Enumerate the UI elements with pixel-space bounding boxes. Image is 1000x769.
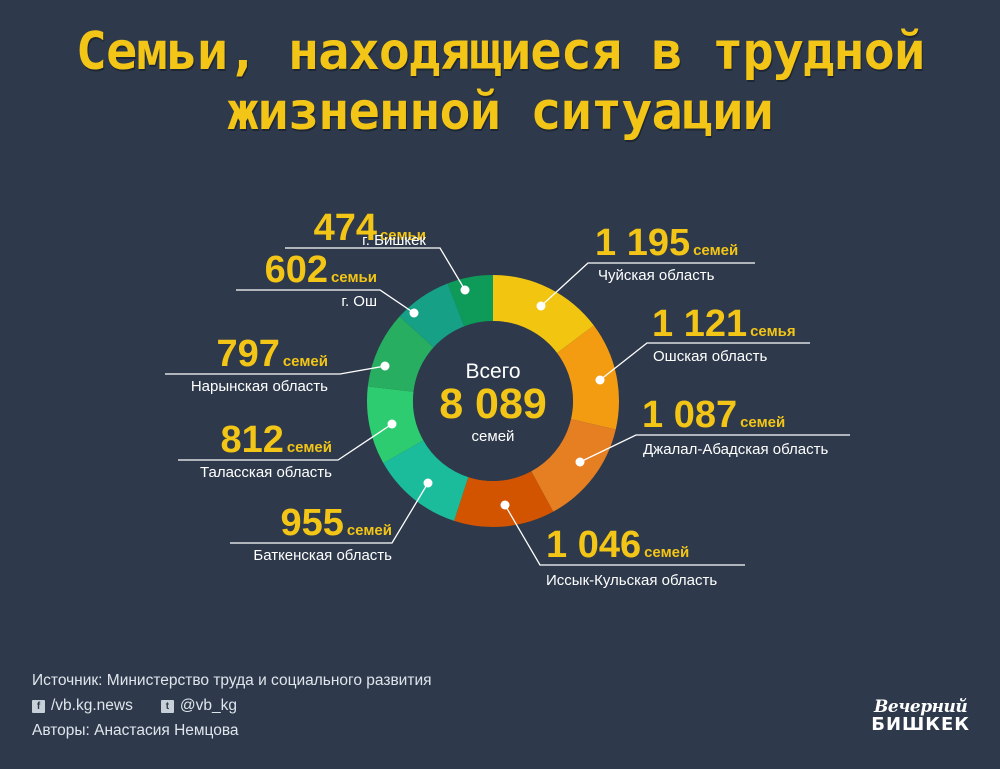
leader-dot [460, 285, 470, 295]
leader-line [579, 434, 850, 463]
authors-note: Авторы: Анастасия Немцова [32, 722, 239, 739]
leader-dot [387, 419, 397, 429]
data-label-unit: семей [347, 522, 392, 539]
donut-hole [413, 321, 573, 481]
data-label: 797 семей [216, 333, 328, 375]
logo-line-2: БИШКЕК [871, 714, 970, 735]
donut-slice [447, 275, 493, 327]
social-links: f /vb.kg.news t @vb_kg [32, 697, 237, 715]
leader-line [230, 482, 429, 544]
data-label-value: 602 [265, 249, 328, 291]
region-label: Нарынская область [191, 378, 328, 395]
leader-dot [500, 500, 510, 510]
donut-slice [367, 316, 434, 392]
logo: Вечерний БИШКЕК [871, 697, 970, 735]
donut-slice [399, 283, 465, 348]
title-line-2: жизненной ситуации [227, 82, 774, 142]
page-title: Семьи, находящиеся в трудной жизненной с… [0, 22, 1000, 142]
leader-dot [595, 375, 605, 385]
data-label-unit: семьи [380, 227, 426, 244]
data-label-unit: семья [750, 323, 796, 340]
leader-line [504, 504, 745, 566]
data-label-value: 797 [216, 333, 279, 375]
data-label: 1 121 семья [652, 303, 796, 345]
leader-dot [575, 457, 585, 467]
data-label: 1 195 семей [595, 222, 738, 264]
data-label: 812 семей [220, 419, 332, 461]
data-label: 1 046 семей [546, 524, 689, 566]
data-label-unit: семей [740, 414, 785, 431]
facebook-link[interactable]: /vb.kg.news [51, 697, 133, 714]
data-label-value: 474 [314, 207, 377, 249]
donut-slice [531, 419, 616, 512]
leader-dot [423, 478, 433, 488]
leader-dot [380, 361, 390, 371]
data-label-unit: семей [693, 242, 738, 259]
source-note: Источник: Министерство труда и социально… [32, 672, 432, 689]
data-label-value: 812 [220, 419, 283, 461]
facebook-icon: f [32, 699, 45, 713]
leader-line [540, 262, 755, 307]
data-label-unit: семей [283, 353, 328, 370]
data-label-unit: семей [644, 544, 689, 561]
leader-dot [536, 301, 546, 311]
leader-line [236, 289, 415, 314]
data-label: 474 семьи [314, 207, 426, 249]
data-label-unit: семей [287, 439, 332, 456]
region-label: г. Бишкек [362, 232, 426, 249]
twitter-link[interactable]: @vb_kg [179, 697, 237, 714]
leader-dot [409, 308, 419, 318]
leader-line [285, 247, 466, 291]
leader-line [599, 342, 810, 381]
region-label: г. Ош [341, 293, 377, 310]
center-label: Всего [465, 360, 520, 383]
data-label: 1 087 семей [642, 394, 785, 436]
data-label-value: 1 121 [652, 303, 747, 345]
region-label: Ошская область [653, 348, 767, 365]
region-label: Таласская область [200, 464, 332, 481]
data-label-value: 955 [280, 502, 343, 544]
data-label-value: 1 046 [546, 524, 641, 566]
data-label: 955 семей [280, 502, 392, 544]
data-label-value: 1 087 [642, 394, 737, 436]
donut-slice [557, 325, 620, 430]
region-label: Баткенская область [253, 547, 392, 564]
donut-slice [493, 275, 594, 354]
data-label-unit: семьи [331, 269, 377, 286]
data-label-value: 1 195 [595, 222, 690, 264]
region-label: Джалал-Абадская область [643, 441, 828, 458]
center-unit: семей [472, 428, 515, 445]
donut-slice [454, 471, 554, 527]
center-total: 8 089 [439, 380, 547, 428]
region-label: Чуйская область [598, 267, 715, 284]
title-line-1: Семьи, находящиеся в трудной [75, 22, 926, 82]
leader-line [165, 365, 386, 375]
logo-line-1: Вечерний [874, 697, 968, 717]
data-label: 602 семьи [265, 249, 377, 291]
region-label: Иссык-Кульская область [546, 572, 717, 589]
leader-line [178, 423, 393, 461]
twitter-icon: t [160, 699, 174, 713]
